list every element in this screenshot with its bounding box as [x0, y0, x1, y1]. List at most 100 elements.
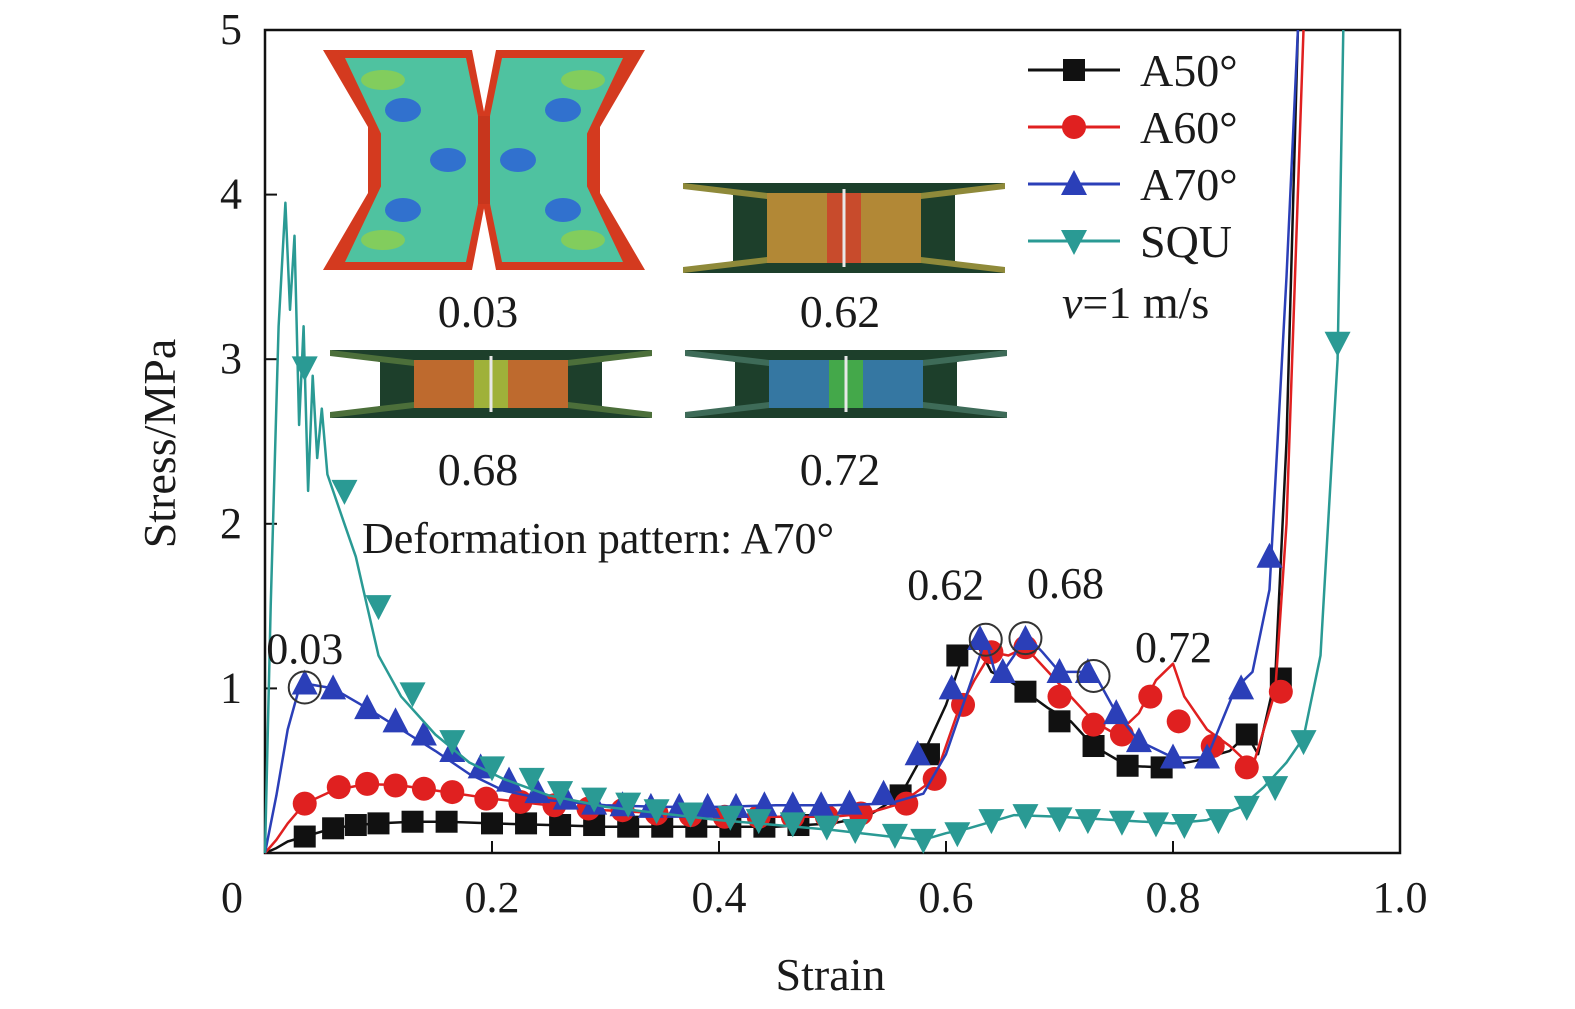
data-point	[496, 766, 523, 792]
data-point	[291, 669, 318, 695]
x-tick-label: 1.0	[1373, 873, 1428, 922]
annotation-label: 0.03	[266, 624, 343, 673]
inset-blob	[361, 230, 405, 250]
legend-label: A70°	[1140, 159, 1238, 210]
data-point	[1046, 807, 1073, 833]
data-point	[813, 815, 840, 841]
legend-marker	[1062, 115, 1086, 139]
inset-blob	[561, 230, 605, 250]
data-point	[1082, 735, 1105, 758]
inset-shape-left	[345, 58, 478, 262]
data-point	[779, 812, 806, 838]
data-point	[549, 814, 572, 837]
data-point	[643, 799, 670, 825]
inset-panel-label: 0.68	[438, 444, 519, 495]
data-point	[1262, 776, 1289, 802]
data-point	[344, 814, 367, 837]
x-tick-label: 0.6	[919, 873, 974, 922]
data-point	[836, 789, 863, 815]
data-point	[1012, 625, 1039, 651]
inset-cell-flange	[683, 257, 767, 273]
inset-cell-side	[863, 360, 923, 408]
inset-title: Deformation pattern: A70°	[362, 514, 834, 563]
data-point	[1194, 743, 1221, 769]
data-point	[382, 707, 409, 733]
annotation-label: 0.62	[907, 561, 984, 610]
annotation-label: 0.72	[1135, 623, 1212, 672]
data-point	[694, 792, 721, 818]
data-point	[779, 791, 806, 817]
data-point	[293, 825, 316, 848]
inset-blob	[545, 98, 581, 122]
annotation-circle	[968, 622, 1003, 657]
data-point	[518, 767, 545, 793]
annotations: 0.03 0.62 0.68 0.72	[266, 559, 1212, 705]
data-point	[808, 791, 835, 817]
data-point	[1256, 542, 1283, 568]
inset-panel-0.03	[323, 50, 645, 270]
data-point	[1116, 754, 1139, 777]
legend-label: A50°	[1140, 45, 1238, 96]
inset-cell-flange	[921, 257, 1005, 273]
series-A70°	[263, 29, 1300, 854]
annotation-circle	[287, 670, 322, 705]
y-tick-label: 3	[220, 334, 242, 383]
inset-cell-flange	[330, 350, 414, 366]
inset-cell-flange	[568, 402, 652, 418]
data-point	[1046, 657, 1073, 683]
data-point	[383, 773, 408, 798]
inset-cell-flange	[330, 402, 414, 418]
data-point	[435, 810, 458, 833]
data-point	[515, 812, 538, 835]
legend-marker	[1061, 230, 1087, 255]
data-point	[717, 805, 744, 831]
y-axis-title: Stress/MPa	[134, 339, 185, 549]
data-point	[1012, 804, 1039, 830]
data-point	[354, 694, 381, 720]
inset-cell-flange	[685, 402, 769, 418]
inset-panel-label: 0.72	[800, 444, 881, 495]
data-point	[479, 756, 505, 782]
data-point	[326, 775, 351, 800]
data-point	[474, 786, 499, 811]
data-point	[1171, 814, 1198, 840]
data-point	[399, 682, 426, 708]
inset-panel-0.68	[330, 350, 652, 418]
data-point	[481, 812, 503, 835]
series-layer	[263, 29, 1351, 855]
data-point	[1048, 710, 1071, 733]
deformation-inset: 0.03 0.62 0.68 0.72 Deformation pattern: A70…	[323, 50, 1007, 563]
annotation-circle	[1008, 621, 1043, 656]
data-point	[978, 809, 1005, 835]
data-point	[581, 787, 608, 813]
data-point	[904, 740, 931, 766]
data-point	[881, 823, 908, 849]
inset-blob	[385, 198, 421, 222]
inset-panel-label: 0.03	[438, 286, 519, 337]
inset-cell-side	[767, 193, 827, 263]
data-point	[967, 625, 994, 651]
data-point	[355, 771, 380, 796]
data-point	[615, 792, 642, 818]
data-point	[365, 595, 392, 621]
y-tick-label: 2	[220, 499, 242, 548]
data-point	[292, 791, 317, 816]
y-tick-label: 4	[220, 170, 242, 219]
legend-label: SQU	[1140, 216, 1232, 267]
series-SQU	[263, 29, 1351, 854]
data-point	[440, 780, 465, 805]
data-point	[1108, 810, 1135, 836]
data-point	[677, 802, 704, 828]
data-point	[1228, 674, 1255, 700]
inset-cell-flange	[685, 350, 769, 366]
inset-panel-0.62	[683, 183, 1005, 273]
x-tick-label: 0.2	[465, 873, 520, 922]
x-tick-label: 0.8	[1146, 873, 1201, 922]
legend: A50° A60° A70° SQU v=1 m/s	[1028, 45, 1238, 328]
inset-cell-side	[414, 360, 474, 408]
inset-cell-flange	[921, 183, 1005, 199]
data-point	[946, 644, 969, 667]
data-point	[870, 779, 897, 805]
y-tick-label: 1	[220, 663, 242, 712]
